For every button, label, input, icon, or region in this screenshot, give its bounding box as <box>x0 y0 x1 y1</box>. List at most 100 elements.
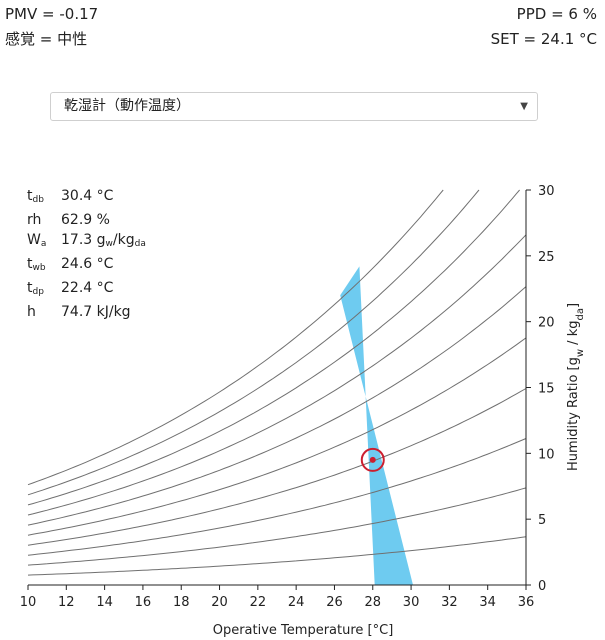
rh-curves-layer <box>27 189 527 576</box>
comfort-zone <box>340 266 413 585</box>
state-readout-panel: tdb 30.4 °C rh 62.9 % Wa 17.3 gw/kgda twb 24.6 … <box>27 186 146 322</box>
readout-label-main: rh <box>27 212 42 228</box>
readout-label-sub: dp <box>32 287 44 297</box>
sensation-value: 中性 <box>57 30 88 48</box>
header-left: PMV = -0.17 感覚 = 中性 <box>5 2 98 52</box>
rh-curve-50 <box>27 337 527 536</box>
readout-value-text: 24.6 °C <box>61 256 114 272</box>
readout-row: h 74.7 kJ/kg <box>27 302 146 322</box>
ppd-value: 6 % <box>568 5 597 23</box>
readout-label: tdp <box>27 278 61 302</box>
x-tick-label: 20 <box>211 595 228 610</box>
sensation-readout: 感覚 = 中性 <box>5 27 98 52</box>
y-tick-label: 15 <box>538 382 555 397</box>
readout-label-main: t <box>27 256 33 272</box>
readout-label-main: W <box>27 232 41 248</box>
set-value: 24.1 °C <box>540 30 597 48</box>
x-tick-label: 14 <box>96 595 113 610</box>
readout-label: rh <box>27 210 61 230</box>
x-tick-label: 12 <box>58 595 75 610</box>
readout-label: twb <box>27 254 61 278</box>
y-tick-label: 5 <box>538 513 546 528</box>
readout-row: tdp 22.4 °C <box>27 278 146 302</box>
rh-curve-40 <box>27 388 527 546</box>
readout-label-main: t <box>27 280 33 296</box>
comfort-zone-layer <box>340 266 413 585</box>
readout-value-tail: /kg <box>112 232 135 248</box>
current-state-ring <box>360 447 385 472</box>
y-axis-label-subscript: da <box>575 308 586 320</box>
readout-value-sub: da <box>134 239 146 249</box>
x-tick-label: 10 <box>20 595 37 610</box>
y-axis-label-subscript: w <box>575 349 586 357</box>
sensation-label: 感覚 = <box>5 30 58 48</box>
x-tick-label: 34 <box>479 595 496 610</box>
rh-curve-60 <box>27 286 527 526</box>
readout-row: Wa 17.3 gw/kgda <box>27 230 146 254</box>
readout-value-text: 74.7 kJ/kg <box>61 304 131 320</box>
readout-value: 30.4 °C <box>61 186 113 210</box>
x-tick-label: 16 <box>135 595 152 610</box>
x-tick-label: 30 <box>403 595 420 610</box>
readout-value: 22.4 °C <box>61 278 113 302</box>
y-axis-label-part: ] <box>566 303 581 308</box>
current-state-dot <box>369 456 376 463</box>
x-tick-label: 36 <box>518 595 535 610</box>
readout-label: Wa <box>27 230 61 254</box>
x-tick-label: 24 <box>288 595 305 610</box>
readout-value: 74.7 kJ/kg <box>61 302 131 322</box>
readout-label-sub: wb <box>32 263 46 273</box>
x-tick-label: 22 <box>250 595 267 610</box>
rh-curve-90 <box>27 189 480 496</box>
x-axis-label: Operative Temperature [°C] <box>213 623 394 638</box>
rh-curve-30 <box>27 438 527 556</box>
marker-layer <box>360 447 385 472</box>
readout-row: rh 62.9 % <box>27 210 146 230</box>
readout-label: h <box>27 302 61 322</box>
y-tick-label: 0 <box>538 579 546 594</box>
readout-label-main: t <box>27 188 33 204</box>
set-label: SET = <box>490 30 541 48</box>
chevron-down-icon: ▼ <box>520 101 528 112</box>
pmv-readout: PMV = -0.17 <box>5 2 98 27</box>
rh-curve-70 <box>27 234 527 516</box>
readout-label: tdb <box>27 186 61 210</box>
y-axis-label-part: / kg <box>566 321 581 349</box>
readout-value-text: 22.4 °C <box>61 280 114 296</box>
y-axis-label: Humidity Ratio [gw / kgda] <box>566 303 586 471</box>
readout-value-text: 17.3 g <box>61 232 106 248</box>
chart-type-selected: 乾湿計（動作温度） <box>64 98 190 114</box>
y-tick-label: 25 <box>538 250 555 265</box>
readout-value: 24.6 °C <box>61 254 113 278</box>
header-right: PPD = 6 % SET = 24.1 °C <box>491 2 597 52</box>
readout-value-text: 30.4 °C <box>61 188 114 204</box>
ppd-readout: PPD = 6 % <box>491 2 597 27</box>
readout-value: 62.9 % <box>61 210 110 230</box>
pmv-value: -0.17 <box>59 5 99 23</box>
readout-label-main: h <box>27 304 36 320</box>
rh-curve-10 <box>27 536 527 576</box>
rh-curve-100 <box>27 189 444 486</box>
y-tick-label: 10 <box>538 447 555 462</box>
readout-value: 17.3 gw/kgda <box>61 230 146 254</box>
x-tick-label: 26 <box>326 595 343 610</box>
x-tick-label: 18 <box>173 595 190 610</box>
pmv-label: PMV = <box>5 5 60 23</box>
readout-label-sub: a <box>40 239 47 249</box>
x-tick-label: 32 <box>441 595 458 610</box>
y-tick-label: 20 <box>538 316 555 331</box>
readout-row: twb 24.6 °C <box>27 254 146 278</box>
x-tick-label: 28 <box>364 595 381 610</box>
chart-type-select[interactable]: 乾湿計（動作温度） ▼ <box>50 92 538 121</box>
set-readout: SET = 24.1 °C <box>491 27 597 52</box>
readout-value-sub: w <box>105 239 113 249</box>
rh-curve-20 <box>27 487 527 566</box>
axes-layer: 10 12 14 16 18 20 22 24 26 28 30 32 34 360 5 10 15 20 25 30 <box>20 184 555 610</box>
y-tick-label: 30 <box>538 184 555 199</box>
readout-value-text: 62.9 % <box>61 212 110 228</box>
readout-label-sub: db <box>32 195 44 205</box>
readout-row: tdb 30.4 °C <box>27 186 146 210</box>
ppd-label: PPD = <box>516 5 569 23</box>
rh-curve-80 <box>27 189 520 506</box>
